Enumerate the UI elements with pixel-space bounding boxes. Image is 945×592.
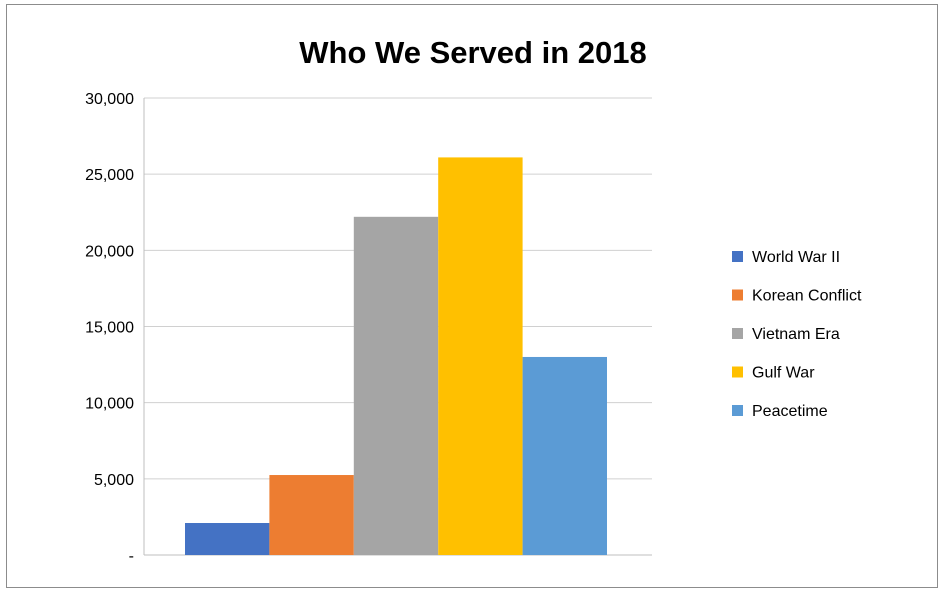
legend-swatch-korean-conflict [732, 289, 743, 301]
chart-plot: - 5,000 10,000 15,000 20,000 25,000 30,000 Worl… [85, 91, 862, 565]
y-tick-label: 25,000 [85, 167, 134, 184]
legend-swatch-world-war-ii [732, 251, 743, 262]
legend-label-gulf-war: Gulf War [752, 365, 815, 382]
y-tick-label: 15,000 [85, 320, 134, 337]
bar-gulf-war [438, 157, 523, 555]
legend-swatch-peacetime [732, 405, 743, 416]
legend-swatch-vietnam-era [732, 328, 743, 339]
y-tick-label: 30,000 [85, 91, 134, 108]
bar-korean-conflict [269, 475, 354, 555]
legend-label-peacetime: Peacetime [752, 403, 828, 420]
bar-vietnam-era [353, 216, 439, 555]
legend-swatch-gulf-war [732, 366, 743, 378]
chart-frame: Who We Served in 2018 - 5,000 10,000 15,000… [6, 4, 938, 588]
y-tick-label: - [129, 548, 134, 565]
y-tick-label: 5,000 [94, 472, 134, 489]
y-tick-label: 10,000 [85, 396, 134, 413]
bar-world-war-ii [185, 523, 270, 555]
chart-title: Who We Served in 2018 [299, 35, 647, 70]
bar-peacetime [522, 356, 607, 555]
legend-label-vietnam-era: Vietnam Era [752, 326, 840, 343]
legend-label-world-war-ii: World War II [752, 249, 840, 266]
legend-label-korean-conflict: Korean Conflict [752, 288, 862, 305]
y-tick-label: 20,000 [85, 243, 134, 260]
